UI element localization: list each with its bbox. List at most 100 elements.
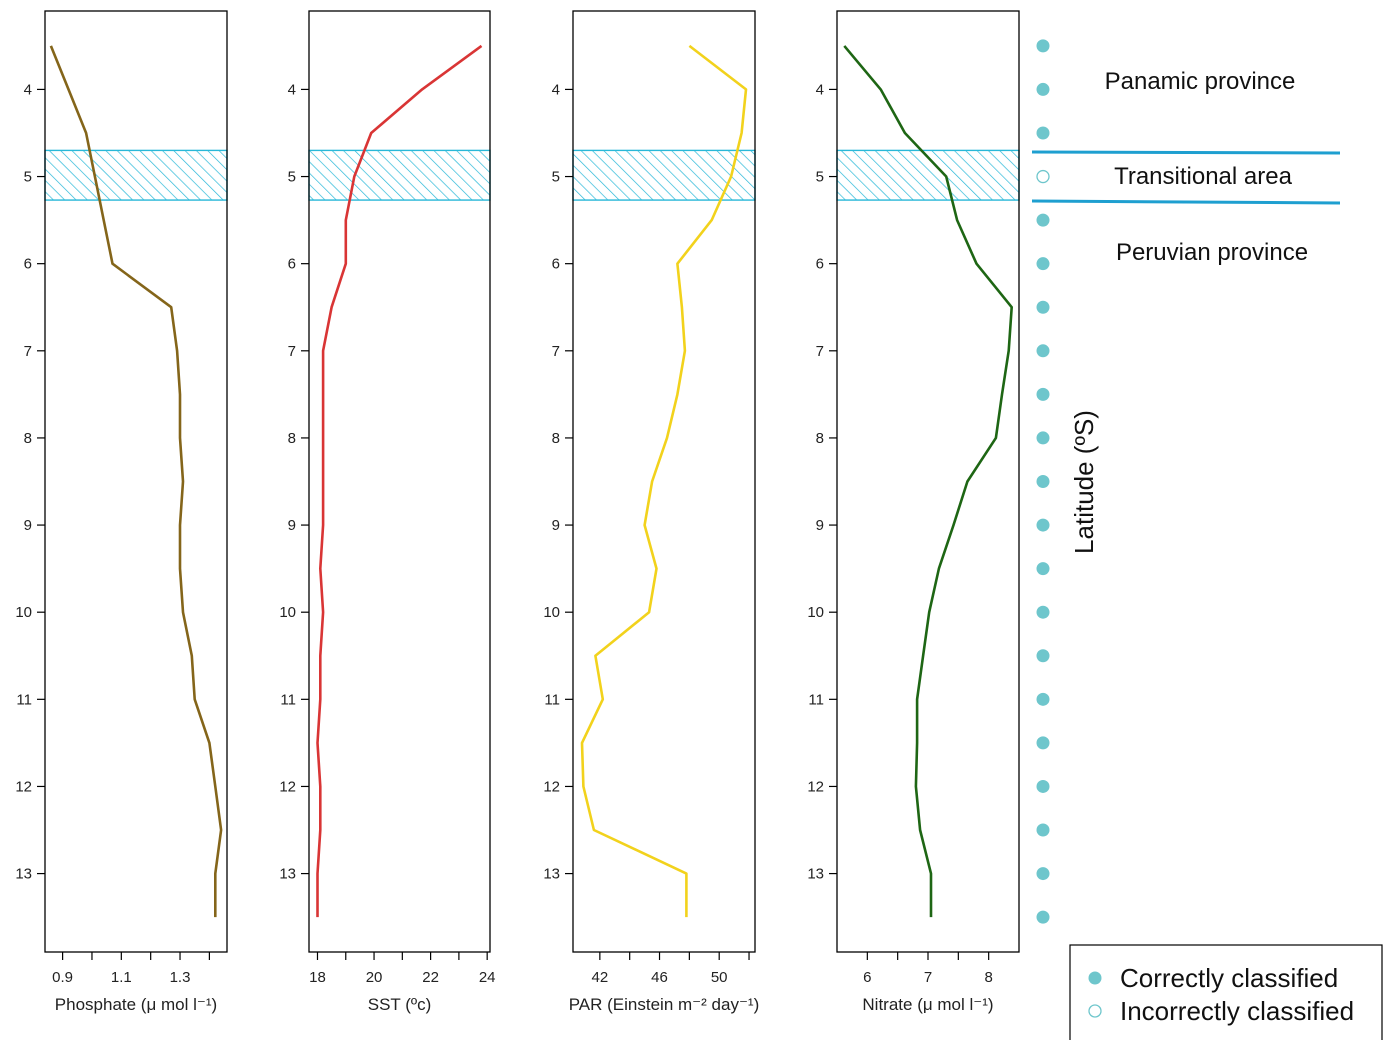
sst-x-tick-label: 20 (366, 969, 383, 986)
par-y-tick-label: 9 (552, 517, 560, 534)
par-y-tick-label: 13 (543, 866, 560, 883)
phosphate-x-tick-label: 1.3 (170, 969, 191, 986)
profile-panels: 4 5 6 7 8 9 10 11 12 13 0.9 1.1 1.3 Phosphate (μ mol … (15, 10, 1020, 1014)
phosphate-y-tick-label: 5 (24, 169, 32, 186)
phosphate-y-tick-label: 13 (15, 866, 32, 883)
sst-x-tick-label: 18 (309, 969, 326, 986)
correct-classification-dot (1036, 475, 1050, 488)
panel-phosphate: 4 5 6 7 8 9 10 11 12 13 0.9 1.1 1.3 Phosphate (μ mol … (15, 10, 228, 1014)
par-y-tick-label: 10 (543, 604, 560, 621)
phosphate-x-tick-label: 1.1 (111, 969, 132, 986)
nitrate-y-tick-label: 11 (808, 691, 824, 708)
phosphate-y-tick-label: 4 (24, 81, 32, 98)
sst-transition-band (308, 149, 491, 201)
correct-classification-dot (1036, 300, 1050, 314)
phosphate-y-tick-label: 6 (24, 256, 32, 273)
correct-classification-dot (1036, 82, 1050, 96)
par-transition-band (572, 149, 756, 201)
nitrate-x-tick-label: 8 (984, 969, 992, 986)
phosphate-series-line (49, 45, 223, 918)
par-y-tick-label: 5 (552, 169, 560, 186)
par-series-line (580, 44, 748, 918)
nitrate-x-tick-label: 7 (924, 969, 932, 986)
phosphate-y-tick-label: 9 (24, 517, 32, 534)
province-annotations: Panamic province Transitional area Peruv… (1031, 68, 1341, 266)
correct-classification-dot (1036, 257, 1050, 271)
correct-classification-dot (1036, 736, 1050, 750)
panamic-province-label: Panamic province (1105, 68, 1296, 95)
sst-y-tick-label: 12 (279, 778, 296, 795)
nitrate-y-tick-label: 10 (807, 604, 824, 621)
nitrate-y-tick-label: 8 (816, 430, 824, 447)
correct-classification-dot (1036, 213, 1050, 227)
nitrate-y-tick-label: 9 (816, 517, 824, 534)
correct-classification-dot (1036, 779, 1050, 793)
correct-classification-dot (1036, 344, 1050, 358)
sst-y-tick-label: 9 (288, 517, 296, 534)
correct-classification-dot (1036, 387, 1050, 401)
phosphate-frame (44, 10, 228, 953)
par-x-tick-label: 50 (711, 969, 728, 986)
latitude-axis-title: Latitude (ºS) (1069, 410, 1099, 554)
sst-x-tick-label: 22 (422, 969, 439, 986)
par-y-tick-label: 7 (552, 343, 560, 360)
nitrate-y-tick-label: 4 (816, 81, 824, 98)
correct-classification-dot (1036, 867, 1050, 881)
sst-y-tick-label: 8 (288, 430, 296, 447)
sst-axis-title: SST (ºc) (368, 995, 432, 1014)
phosphate-axis-title: Phosphate (μ mol l⁻¹) (55, 995, 217, 1014)
nitrate-y-tick-label: 12 (807, 778, 824, 795)
sst-y-tick-label: 4 (288, 81, 296, 98)
legend-incorrect-marker (1088, 1004, 1102, 1018)
par-frame (572, 10, 756, 953)
phosphate-y-tick-label: 8 (24, 430, 32, 447)
legend-correct-marker (1088, 971, 1102, 985)
correct-classification-dot (1036, 823, 1050, 837)
legend-correct-label: Correctly classified (1120, 963, 1338, 993)
correct-classification-dot (1036, 562, 1050, 576)
par-y-tick-label: 12 (543, 778, 560, 795)
nitrate-x-tick-label: 6 (863, 969, 871, 986)
nitrate-y-tick-label: 7 (816, 343, 824, 360)
province-divider-south (1031, 199, 1341, 205)
phosphate-y-tick-label: 10 (15, 604, 32, 621)
sst-y-tick-label: 7 (288, 343, 296, 360)
phosphate-x-tick-label: 0.9 (52, 969, 73, 986)
panel-nitrate: 4 5 6 7 8 9 10 11 12 13 6 7 8 Nitrate (μ mol l⁻¹) (807, 10, 1020, 1014)
legend-incorrect-label: Incorrectly classified (1120, 996, 1354, 1026)
sst-y-tick-label: 6 (288, 256, 296, 273)
sst-series-line (316, 44, 483, 918)
nitrate-y-tick-label: 5 (816, 169, 824, 186)
sst-y-tick-label: 5 (288, 169, 296, 186)
nitrate-axis-title: Nitrate (μ mol l⁻¹) (862, 995, 993, 1014)
sst-y-tick-label: 11 (280, 691, 296, 708)
correct-classification-dot (1036, 126, 1050, 140)
panel-par: 4 5 6 7 8 9 10 11 12 13 42 46 50 PAR (Einstein m⁻² da… (543, 10, 760, 1014)
nitrate-y-tick-label: 6 (816, 256, 824, 273)
phosphate-y-tick-label: 12 (15, 778, 32, 795)
par-y-tick-label: 4 (552, 81, 560, 98)
sst-y-tick-label: 13 (279, 866, 296, 883)
correct-classification-dot (1036, 39, 1050, 53)
sst-x-tick-label: 24 (479, 969, 496, 986)
legend-box (1069, 944, 1383, 1040)
correct-classification-dot (1036, 910, 1050, 924)
peruvian-province-label: Peruvian province (1116, 239, 1308, 266)
legend: Correctly classified Incorrectly classif… (1069, 944, 1383, 1040)
transitional-area-label: Transitional area (1114, 163, 1293, 190)
par-x-tick-label: 46 (651, 969, 668, 986)
correct-classification-dot (1036, 605, 1050, 619)
panel-sst: 4 5 6 7 8 9 10 11 12 13 18 20 22 24 SST (ºc) (279, 10, 496, 1014)
correct-classification-dot (1036, 692, 1050, 706)
province-divider-north (1031, 150, 1341, 155)
nitrate-series-line (843, 45, 1014, 918)
classification-dots (1036, 39, 1050, 924)
par-y-tick-label: 8 (552, 430, 560, 447)
phosphate-y-tick-label: 7 (24, 343, 32, 360)
phosphate-y-tick-label: 11 (16, 691, 32, 708)
par-axis-title: PAR (Einstein m⁻² day⁻¹) (569, 995, 760, 1014)
correct-classification-dot (1036, 431, 1050, 445)
par-x-tick-label: 42 (592, 969, 609, 986)
par-y-tick-label: 6 (552, 256, 560, 273)
nitrate-y-tick-label: 13 (807, 866, 824, 883)
